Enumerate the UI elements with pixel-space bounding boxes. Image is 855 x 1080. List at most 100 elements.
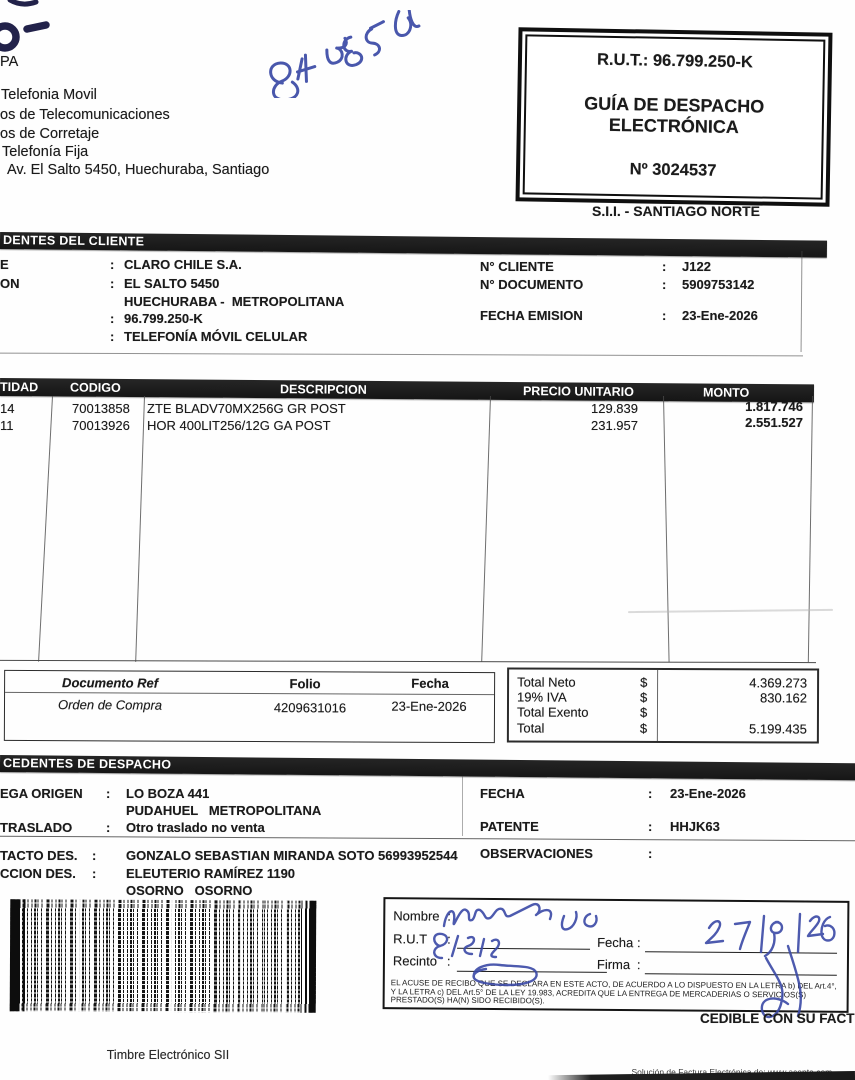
client-name: CLARO CHILE S.A. — [124, 257, 242, 272]
item-quantity: 11 — [0, 418, 14, 433]
item-amount: 1.817.746 — [745, 399, 803, 414]
table-bottom-border — [0, 659, 817, 664]
client-address-line1: EL SALTO 5450 — [124, 276, 220, 291]
colon-separator: : — [106, 820, 111, 835]
doc-ref-col-documento: Documento Ref — [62, 675, 159, 691]
company-activity-line: Telefonia Movil — [1, 87, 97, 103]
document-folio-number: Nº 3024537 — [629, 160, 717, 180]
next-page-bar-fragment — [547, 1071, 855, 1080]
stamp-line1: Timbre Electrónico SII — [106, 1048, 230, 1062]
client-name-label-fragment: E — [0, 257, 9, 272]
item-amount: 2.551.527 — [745, 415, 803, 430]
total-exento-label: Total Exento — [516, 704, 589, 720]
doc-ref-folio: 4209631016 — [273, 700, 347, 716]
handwritten-number — [269, 10, 421, 98]
doc-ref-fecha: 23-Ene-2026 — [391, 698, 467, 714]
doc-ref-documento: Orden de Compra — [57, 697, 163, 713]
colon-separator: : — [447, 931, 451, 947]
plate-label: PATENTE — [480, 819, 539, 834]
doc-ref-col-folio: Folio — [289, 676, 321, 692]
origin-label-fragment: EGA ORIGEN — [0, 786, 83, 801]
total-neto-value: 4.369.273 — [749, 675, 808, 691]
iva-value: 830.162 — [760, 690, 808, 706]
origin-address-line2: PUDAHUEL METROPOLITANA — [126, 803, 322, 818]
receipt-box: Nombre : R.U.T : Recinto : Fecha : Firma… — [382, 897, 850, 1013]
total-neto-label: Total Neto — [517, 674, 576, 690]
table-right-border — [807, 395, 814, 662]
colon-separator: : — [662, 259, 667, 274]
sii-office: S.I.I. - SANTIAGO NORTE — [591, 203, 760, 219]
client-number-label: N° CLIENTE — [480, 259, 554, 274]
document-type-line2: ELECTRÓNICA — [608, 114, 740, 138]
colon-separator: : — [662, 308, 667, 323]
dispatch-section-header: CEDENTES DE DESPACHO — [0, 755, 855, 781]
colon-separator: : — [648, 819, 653, 834]
currency-sign: $ — [640, 674, 648, 690]
transfer-type-value: Otro traslado no venta — [126, 820, 265, 835]
company-logo-fragment-icon — [0, 0, 50, 52]
destination-address-label-fragment: CCION DES. — [0, 866, 76, 881]
currency-sign: $ — [639, 720, 648, 736]
rut-signature-line — [457, 947, 591, 951]
company-activity-line: os de Corretaje — [0, 126, 100, 142]
receipt-name-label: Nombre — [393, 908, 440, 924]
totals-divider — [656, 669, 659, 741]
emission-date-label: FECHA EMISION — [480, 308, 583, 323]
scan-artifact — [627, 608, 834, 614]
client-giro: TELEFONÍA MÓVIL CELULAR — [124, 329, 308, 344]
colon-separator: : — [106, 786, 111, 801]
client-section-title: DENTES DEL CLIENTE — [2, 233, 145, 249]
company-address-line: Av. El Salto 5450, Huechuraba, Santiago — [7, 162, 270, 178]
colon-separator: : — [637, 935, 641, 951]
observations-label: OBSERVACIONES — [480, 846, 593, 861]
receipt-rut-label: R.U.T — [393, 931, 428, 947]
receipt-signature-label: Firma — [596, 956, 631, 973]
receipt-premises-label: Recinto — [392, 953, 438, 969]
destination-address-line2: OSORNO OSORNO — [126, 883, 253, 898]
colon-separator: : — [110, 276, 115, 291]
stamp-caption: Timbre Electrónico SII Res. 0 del 2004 V… — [38, 1017, 298, 1080]
cedible-notice: CEDIBLE CON SU FACTURA. — [700, 1011, 855, 1026]
contact-label-fragment: TACTO DES. — [0, 848, 78, 863]
client-section-header: DENTES DEL CLIENTE — [0, 232, 828, 258]
signature-line — [644, 973, 837, 977]
currency-sign: $ — [640, 689, 648, 705]
origin-address-line1: LO BOZA 441 — [126, 786, 210, 801]
destination-address-line1: ELEUTERIO RAMÍREZ 1190 — [126, 866, 296, 881]
company-activity-line: Telefonía Fija — [2, 144, 89, 160]
colon-separator: : — [648, 846, 653, 861]
emission-date-value: 23-Ene-2026 — [682, 308, 758, 323]
colon-separator: : — [110, 329, 115, 344]
colon-separator: : — [110, 311, 115, 326]
table-divider — [135, 395, 146, 662]
company-line-fragment: PA — [0, 54, 19, 70]
sii-electronic-stamp-barcode — [9, 899, 317, 1013]
total-label: Total — [516, 720, 545, 736]
colon-separator: : — [92, 848, 97, 863]
dispatch-date-label: FECHA — [480, 786, 525, 801]
legal-acknowledgement-text: EL ACUSE DE RECIBO QUE SE DECLARA EN EST… — [390, 978, 837, 1006]
item-code: 70013858 — [72, 401, 130, 416]
client-address-line2: HUECHURABA - METROPOLITANA — [124, 294, 345, 309]
colon-separator: : — [92, 866, 97, 881]
total-value: 5.199.435 — [749, 721, 807, 737]
col-precio-unitario: PRECIO UNITARIO — [522, 384, 634, 399]
col-descripcion: DESCRIPCION — [279, 382, 367, 397]
dispatch-section-title: CEDENTES DE DESPACHO — [2, 756, 172, 772]
document-number-label: N° DOCUMENTO — [480, 277, 584, 292]
currency-sign: $ — [639, 704, 648, 720]
colon-separator: : — [636, 957, 641, 973]
iva-label: 19% IVA — [517, 689, 567, 705]
item-description: ZTE BLADV70MX256G GR POST — [147, 401, 346, 416]
doc-ref-header-underline — [5, 691, 495, 696]
colon-separator: : — [662, 277, 667, 292]
plate-value: HHJK63 — [670, 819, 720, 834]
issuer-rut: R.U.T.: 96.799.250-K — [596, 50, 754, 72]
client-rut: 96.799.250-K — [124, 311, 203, 326]
client-number-value: J122 — [682, 259, 711, 274]
premises-signature-line — [456, 970, 607, 974]
colon-separator: : — [447, 908, 451, 924]
item-description: HOR 400LIT256/12G GA POST — [147, 418, 331, 433]
doc-ref-box: Documento Ref Folio Fecha Orden de Compr… — [3, 669, 496, 744]
contact-value: GONZALO SEBASTIAN MIRANDA SOTO 569939525… — [126, 848, 458, 863]
